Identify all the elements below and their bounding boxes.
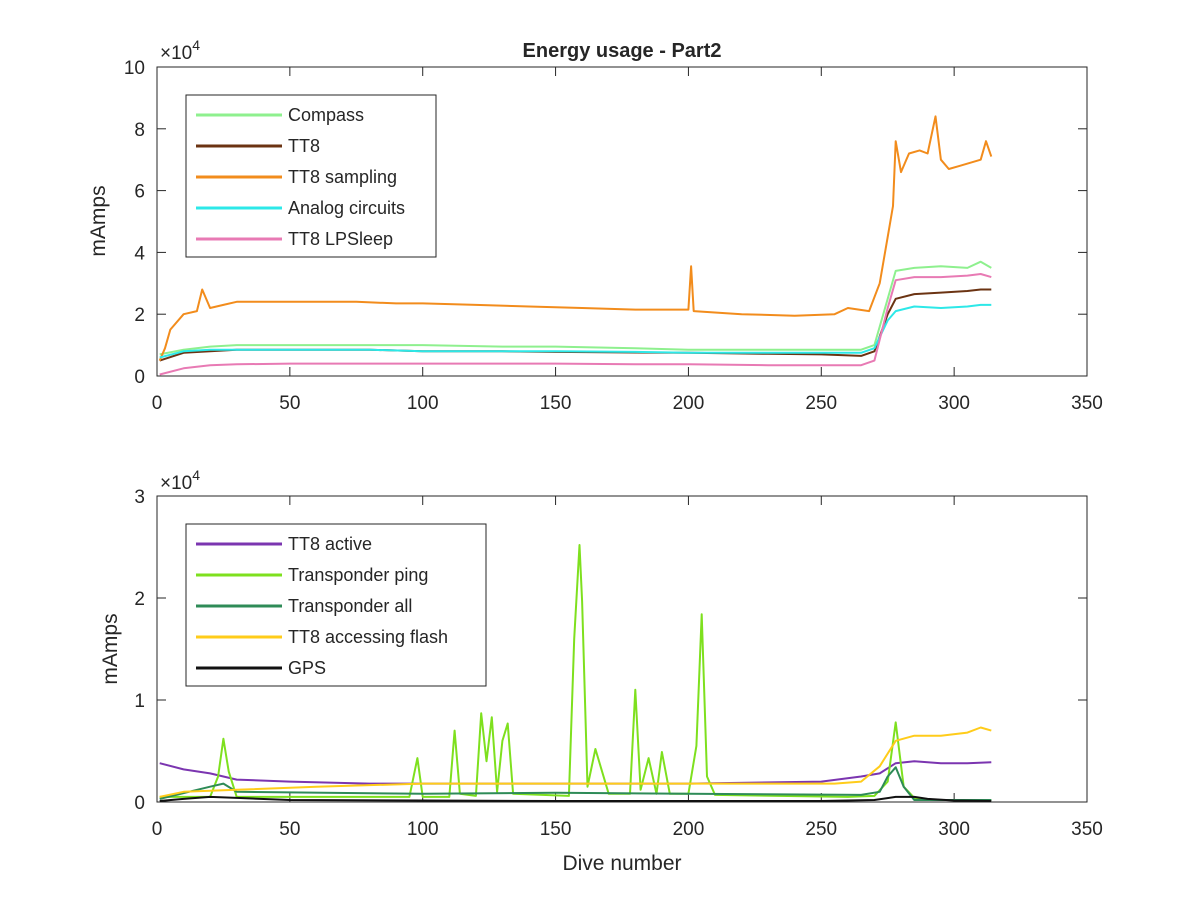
bottom-chart-x-tick-label: 150 [540, 819, 572, 840]
top-chart-x-tick-label: 350 [1071, 393, 1103, 414]
legend-label-tt8-lpsleep: TT8 LPSleep [288, 229, 393, 249]
top-chart-x-ticks: 0 50 100 150 200 250 300 350 [152, 67, 1103, 414]
top-chart-x-tick-label: 200 [673, 393, 705, 414]
bottom-chart-x-tick-label: 100 [407, 819, 439, 840]
top-chart-lines [158, 115, 993, 376]
top-chart-y-tick-label: 0 [134, 367, 145, 388]
top-chart-y-tick-label: 4 [134, 243, 145, 264]
series-line-compass [159, 260, 992, 356]
series-line-tt8-lpsleep [159, 273, 992, 376]
bottom-chart-y-tick-label: 1 [134, 691, 145, 712]
top-chart-y-tick-label: 6 [134, 182, 145, 203]
bottom-chart-exponent-power: 4 [192, 467, 200, 483]
top-chart-x-tick-label: 150 [540, 393, 572, 414]
legend-label-transponder-all: Transponder all [288, 596, 412, 616]
bottom-chart-exponent: ×104 [160, 467, 200, 494]
top-chart-y-tick-label: 8 [134, 120, 145, 141]
top-chart-x-tick-label: 0 [152, 393, 163, 414]
legend-label-tt8-active: TT8 active [288, 534, 372, 554]
bottom-chart-lines [159, 544, 992, 802]
top-chart-x-tick-label: 300 [938, 393, 970, 414]
legend-label-tt8: TT8 [288, 136, 320, 156]
top-chart-exponent-base: ×10 [160, 43, 192, 64]
bottom-chart-x-tick-label: 0 [152, 819, 163, 840]
top-chart-x-tick-label: 50 [279, 393, 300, 414]
series-line-gps [159, 795, 992, 802]
top-chart-exponent: ×104 [160, 37, 200, 64]
legend-label-tt8-accessing-flash: TT8 accessing flash [288, 627, 448, 647]
top-chart-legend: Compass TT8 TT8 sampling Analog circuits TT8… [185, 94, 437, 258]
top-chart-legend-items: Compass TT8 TT8 sampling Analog circuits TT8… [196, 105, 405, 249]
legend-label-tt8-sampling: TT8 sampling [288, 167, 397, 187]
bottom-chart-y-ticks: 0 1 2 3 [134, 487, 1087, 814]
bottom-chart-x-tick-label: 250 [805, 819, 837, 840]
series-line-analog-circuits [159, 303, 992, 359]
top-chart: Energy usage - Part2 mAmps ×104 0 50 100 15… [87, 37, 1103, 414]
top-chart-y-tick-label: 2 [134, 305, 145, 326]
series-line-transponder-all [159, 766, 992, 801]
legend-label-transponder-ping: Transponder ping [288, 565, 428, 585]
bottom-chart-x-tick-label: 300 [938, 819, 970, 840]
bottom-chart-x-tick-label: 50 [279, 819, 300, 840]
top-chart-exponent-power: 4 [192, 37, 200, 53]
top-chart-ylabel: mAmps [87, 185, 110, 256]
bottom-chart: Dive number mAmps ×104 0 50 100 150 200 250 30… [99, 467, 1103, 875]
bottom-chart-legend-items: TT8 active Transponder ping Transponder al… [196, 534, 448, 678]
top-chart-y-ticks: 0 2 4 6 8 10 [124, 58, 1087, 388]
legend-label-compass: Compass [288, 105, 364, 125]
bottom-chart-x-tick-label: 200 [673, 819, 705, 840]
bottom-chart-y-tick-label: 0 [134, 793, 145, 814]
top-chart-y-tick-label: 10 [124, 58, 145, 79]
bottom-chart-ylabel: mAmps [99, 613, 122, 684]
bottom-chart-x-tick-label: 350 [1071, 819, 1103, 840]
legend-label-analog-circuits: Analog circuits [288, 198, 405, 218]
bottom-chart-legend: TT8 active Transponder ping Transponder al… [185, 523, 487, 687]
top-chart-x-tick-label: 250 [805, 393, 837, 414]
top-chart-x-tick-label: 100 [407, 393, 439, 414]
bottom-chart-xlabel: Dive number [562, 852, 681, 875]
series-line-tt8-accessing-flash [159, 726, 992, 798]
legend-label-gps: GPS [288, 658, 326, 678]
bottom-chart-x-ticks: 0 50 100 150 200 250 300 350 [152, 496, 1103, 840]
top-chart-title: Energy usage - Part2 [523, 40, 722, 62]
bottom-chart-y-tick-label: 3 [134, 487, 145, 508]
bottom-chart-y-tick-label: 2 [134, 589, 145, 610]
bottom-chart-exponent-base: ×10 [160, 473, 192, 494]
series-line-tt8-sampling [158, 115, 993, 361]
